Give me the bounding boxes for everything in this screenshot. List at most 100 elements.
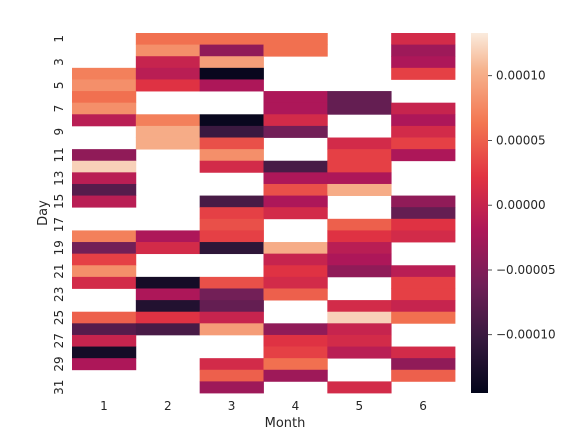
heatmap-cell [135, 125, 201, 138]
heatmap-cell [263, 33, 328, 46]
x-tick-label: 2 [164, 399, 172, 413]
heatmap-cell [391, 346, 456, 359]
x-tick-label: 3 [228, 399, 236, 413]
heatmap-cell [135, 33, 201, 46]
y-tick-label: 21 [52, 263, 66, 278]
y-tick-label: 7 [52, 105, 66, 113]
heatmap-cell [199, 114, 264, 127]
heatmap-cell [135, 230, 201, 243]
heatmap-cell [199, 288, 264, 301]
y-tick-label: 13 [52, 171, 66, 186]
heatmap-cell [199, 125, 264, 138]
heatmap-cell [72, 253, 137, 266]
heatmap-cell [72, 276, 137, 289]
heatmap-cell [199, 149, 264, 162]
heatmap-cell [391, 288, 456, 301]
heatmap-cell [391, 311, 456, 324]
heatmap-cell [72, 334, 137, 347]
y-tick-label: 3 [52, 58, 66, 66]
heatmap-cell [391, 207, 456, 220]
y-tick-label: 19 [52, 240, 66, 255]
heatmap-cell [391, 369, 456, 382]
heatmap-cell [135, 114, 201, 127]
x-tick-label: 1 [100, 399, 108, 413]
heatmap-cell [263, 91, 328, 104]
heatmap-cell [135, 300, 201, 313]
y-tick-label: 29 [52, 356, 66, 371]
heatmap-cell [135, 79, 201, 92]
heatmap-cell [135, 137, 201, 150]
y-tick-label: 1 [52, 35, 66, 43]
heatmap-cell [199, 311, 264, 324]
colorbar-tick-label: 0.00005 [496, 134, 546, 148]
colorbar-tick-label: −0.00010 [496, 328, 556, 342]
heatmap-cell [263, 276, 328, 289]
heatmap-cell [263, 288, 328, 301]
heatmap-cell [135, 242, 201, 255]
heatmap-cell [72, 265, 137, 278]
y-axis-label: Day [36, 200, 51, 226]
y-tick-label: 25 [52, 310, 66, 325]
heatmap-cell [391, 300, 456, 313]
heatmap-cell [135, 67, 201, 80]
heatmap-cell [263, 44, 328, 57]
heatmap-cell [391, 33, 456, 46]
heatmap-cell [199, 323, 264, 336]
heatmap-cell [199, 44, 264, 57]
heatmap-cell [135, 288, 201, 301]
heatmap-cell [327, 149, 392, 162]
heatmap-cell [199, 160, 264, 173]
heatmap-cell [199, 67, 264, 80]
heatmap-cell [391, 114, 456, 127]
heatmap-cell [199, 230, 264, 243]
heatmap-cell [391, 149, 456, 162]
heatmap-cell [391, 67, 456, 80]
x-tick-label: 4 [292, 399, 300, 413]
heatmap-cell [263, 242, 328, 255]
y-tick-label: 17 [52, 217, 66, 232]
heatmap-cell [327, 323, 392, 336]
x-axis-ticks: 1 2 3 4 5 6 [100, 399, 427, 413]
heatmap-cell [327, 172, 392, 185]
heatmap-cell [135, 56, 201, 69]
heatmap-cell [391, 102, 456, 115]
y-tick-label: 9 [52, 128, 66, 136]
heatmap-cell [263, 125, 328, 138]
heatmap-cell [135, 311, 201, 324]
heatmap-cell [391, 44, 456, 57]
heatmap-cell [199, 195, 264, 208]
heatmap-cell [327, 183, 392, 196]
heatmap-cell [327, 346, 392, 359]
heatmap-cell [263, 207, 328, 220]
y-tick-label: 5 [52, 81, 66, 89]
heatmap-cell [391, 125, 456, 138]
heatmap-cell [263, 172, 328, 185]
colorbar-tick-label: 0.00010 [496, 69, 546, 83]
y-tick-label: 27 [52, 333, 66, 348]
heatmap-cell [199, 300, 264, 313]
heatmap-cell [72, 149, 137, 162]
heatmap-cell [391, 276, 456, 289]
y-tick-label: 23 [52, 287, 66, 302]
heatmap-cell [72, 91, 137, 104]
colorbar-gradient [471, 33, 488, 393]
colorbar-tick-label: −0.00005 [496, 263, 556, 277]
heatmap-cell [391, 218, 456, 231]
heatmap-cell [72, 172, 137, 185]
heatmap-cell [199, 276, 264, 289]
y-tick-label: 15 [52, 194, 66, 209]
heatmap-cell [327, 300, 392, 313]
heatmap-cell [135, 44, 201, 57]
heatmap-cell [72, 114, 137, 127]
heatmap-cell [263, 334, 328, 347]
colorbar: 0.00010 0.00005 0.00000 −0.00005 −0.00010 [471, 33, 556, 393]
y-tick-label: 31 [52, 380, 66, 395]
heatmap-cell [72, 311, 137, 324]
heatmap-cell [391, 358, 456, 371]
heatmap-cell [72, 160, 137, 173]
heatmap-cell [327, 334, 392, 347]
heatmap-cell [391, 195, 456, 208]
heatmap-cell [135, 323, 201, 336]
